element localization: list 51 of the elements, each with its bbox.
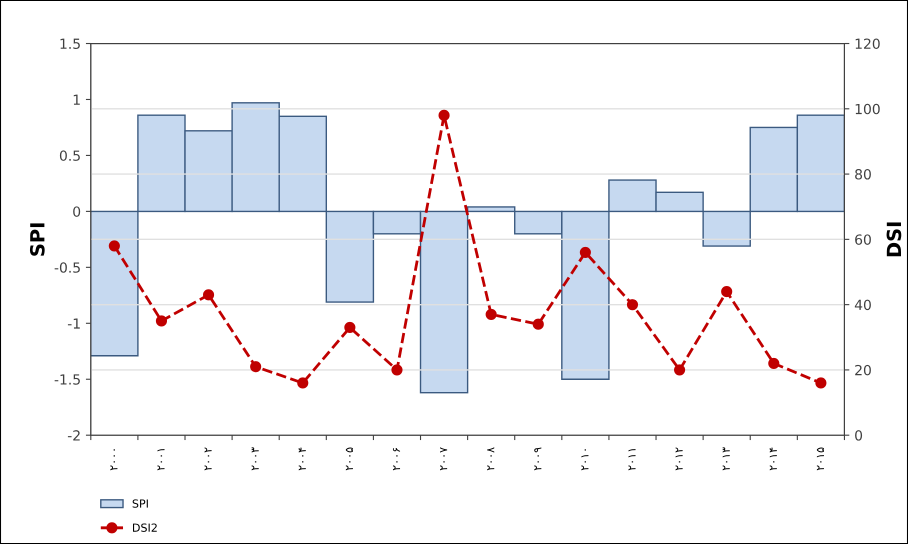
y-tick-label: 0	[73, 206, 80, 217]
y2-tick-label: 40	[854, 300, 871, 310]
y2-tick-label: 100	[856, 104, 880, 114]
x-tick-label: ۲۰۰۱	[157, 449, 165, 470]
x-tick-label: ۲۰۱۳	[722, 447, 730, 470]
x-tick-label: ۲۰۱۱	[628, 449, 636, 470]
x-tick-label: ۲۰۰۲	[204, 447, 212, 470]
point	[391, 364, 403, 376]
point	[580, 246, 591, 258]
point	[532, 318, 544, 330]
y-axis-title: SPI	[30, 223, 45, 256]
y-tick-label: -1.5	[54, 374, 80, 385]
x-tick-label: ۲۰۰۳	[252, 447, 259, 470]
y2-axis-title: DSI	[886, 222, 902, 256]
y-tick-label: 1.5	[60, 38, 80, 49]
x-tick-label: ۲۰۰۸	[487, 447, 494, 470]
y2-tick-label: 20	[855, 364, 871, 376]
x-tick-label: ۲۰۰۴	[298, 448, 306, 470]
x-tick-label: ۲۰۱۰	[581, 449, 588, 470]
point	[203, 289, 214, 300]
y-tick-label: 1	[74, 94, 80, 105]
x-tick-label: ۲۰۱۵	[816, 448, 824, 470]
y2-tick-label: 0	[855, 430, 862, 441]
y2-tick-label: 80	[855, 169, 871, 180]
point	[344, 322, 356, 334]
x-tick-label: ۲۰۱۴	[770, 448, 777, 470]
y-tick-label: -0.5	[54, 262, 80, 273]
point	[108, 240, 120, 252]
point	[815, 377, 826, 389]
legend-label: SPI	[132, 499, 148, 508]
point	[626, 299, 638, 310]
x-tick-label: ۲۰۰۰	[110, 449, 118, 470]
point	[250, 361, 262, 372]
point	[156, 315, 168, 327]
x-tick-label: ۲۰۰۶	[392, 448, 400, 470]
x-tick-label: ۲۰۱۲	[676, 447, 683, 470]
x-tick-label: ۲۰۰۷	[440, 447, 448, 470]
point	[721, 286, 732, 298]
point	[768, 358, 780, 369]
y2-tick-label: 120	[856, 38, 880, 49]
y2-tick-label: 60	[855, 234, 871, 245]
point	[297, 377, 308, 389]
point	[438, 110, 450, 121]
point	[486, 308, 497, 320]
y-tick-label: -2	[68, 430, 80, 440]
x-tick-label: ۲۰۰۵	[346, 448, 353, 470]
y-tick-label: 0.5	[60, 150, 80, 161]
x-tick-label: ۲۰۰۹	[534, 447, 542, 470]
point	[674, 364, 686, 376]
y-tick-label: -1	[68, 318, 80, 329]
legend-label: DSI2	[133, 523, 157, 532]
